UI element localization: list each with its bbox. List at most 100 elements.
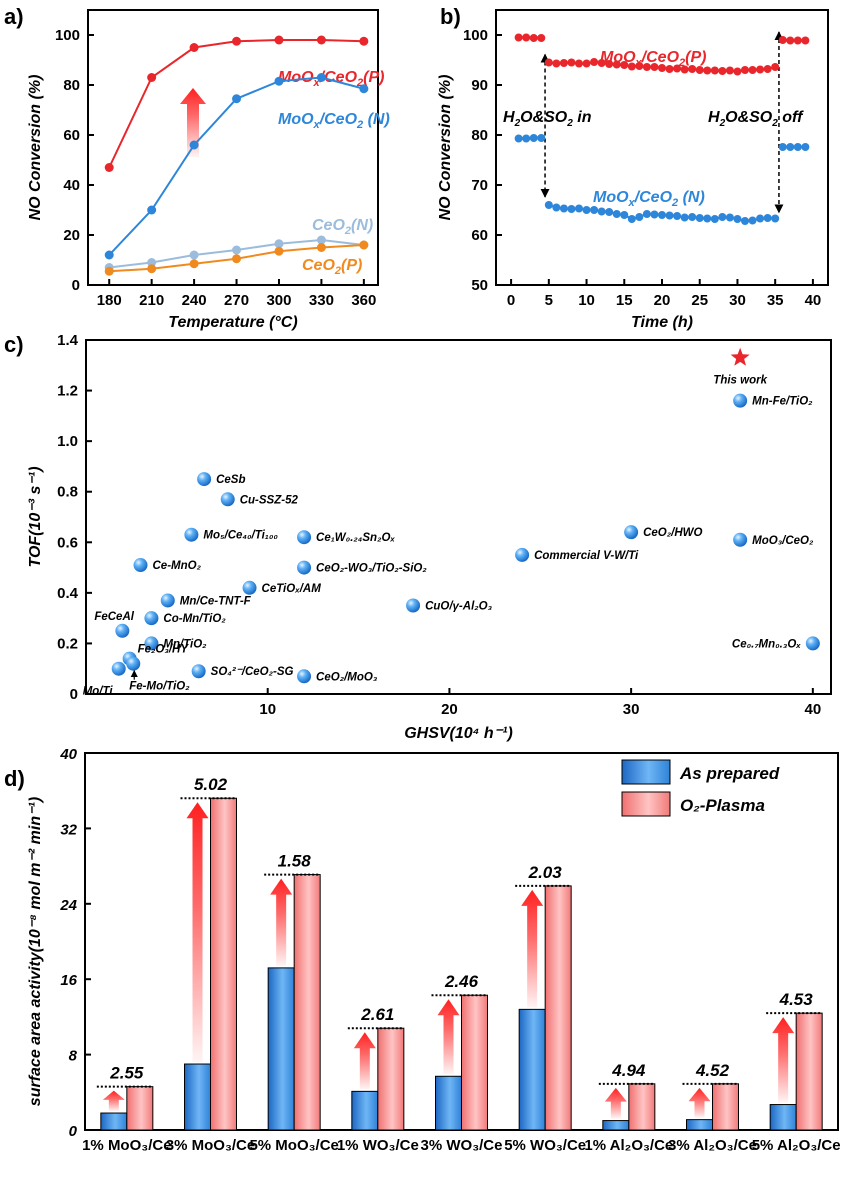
x-tick-label-b: 40 <box>805 292 822 309</box>
point-label-c: Fe-Mo/TiO₂ <box>129 681 190 693</box>
axes-frame-c <box>85 339 832 695</box>
data-point-b <box>537 34 546 42</box>
data-point-b <box>763 214 772 222</box>
bar-as-prepared-d <box>602 1120 630 1131</box>
bar-as-prepared-d <box>686 1119 713 1131</box>
data-point-a <box>274 76 284 86</box>
data-point-b <box>522 33 531 42</box>
data-point-a <box>104 266 114 276</box>
data-point-b <box>703 214 712 223</box>
bar-o2-plasma-d <box>210 797 237 1131</box>
legend-label-d: As prepared <box>679 764 780 783</box>
data-point-a <box>274 246 284 256</box>
scatter-point-c <box>126 656 141 671</box>
data-point-b <box>778 36 787 44</box>
data-point-b <box>710 66 719 75</box>
data-point-b <box>771 214 780 223</box>
data-point-a <box>189 259 199 269</box>
data-point-b <box>529 134 538 142</box>
y-tick-label-b: 70 <box>471 177 488 194</box>
point-label-c: CuO/γ-Al₂O₃ <box>425 601 493 613</box>
point-label-c: Mn/Ce-TNT-F <box>180 595 252 607</box>
y-tick-label-b: 90 <box>471 77 488 94</box>
data-point-b <box>673 212 682 220</box>
data-point-a <box>104 250 114 260</box>
bar-as-prepared-d <box>518 1008 546 1131</box>
x-tick-label-b: 10 <box>578 292 595 309</box>
ratio-label-d: 4.52 <box>695 1061 730 1080</box>
bar-as-prepared-d <box>184 1063 211 1131</box>
y-tick-label-b: 100 <box>463 27 488 44</box>
data-point-b <box>801 143 810 151</box>
scatter-point-c <box>111 661 126 676</box>
data-point-b <box>725 213 734 222</box>
data-point-a <box>316 73 326 82</box>
bar-o2-plasma-d <box>712 1083 739 1131</box>
point-label-c: CeO₂/HWO <box>643 527 702 539</box>
y-tick-label-d: 40 <box>59 746 77 763</box>
panel-label-a: a) <box>4 4 24 29</box>
y-axis-label-d: surface area activity(10⁻⁸ mol m⁻² min⁻¹… <box>27 797 44 1106</box>
y-tick-label-c: 1.4 <box>57 332 79 349</box>
data-point-b <box>590 58 599 66</box>
data-point-b <box>635 213 644 221</box>
data-point-a <box>359 240 369 250</box>
category-label-d: 1% Al₂O₃/Ce <box>584 1137 673 1154</box>
series-label-a: CeO2(P) <box>302 257 362 277</box>
scatter-point-c <box>160 593 175 608</box>
data-point-b <box>605 208 614 216</box>
y-tick-label-d: 24 <box>59 897 77 914</box>
data-point-b <box>718 213 727 221</box>
x-tick-label-b: 0 <box>507 292 515 309</box>
panel-label-b: b) <box>440 4 461 29</box>
y-tick-label-c: 0 <box>70 686 78 703</box>
x-axis-label-c: GHSV(10⁴ h⁻¹) <box>404 725 513 742</box>
point-label-c: Ce₁W₀.₂₄Sn₂Oₓ <box>316 532 395 544</box>
data-point-b <box>673 64 682 73</box>
x-tick-label-c: 40 <box>804 701 821 718</box>
data-point-a <box>189 140 199 150</box>
bar-o2-plasma-d <box>293 874 321 1131</box>
y-tick-label-c: 0.2 <box>57 635 78 652</box>
y-tick-label-c: 0.4 <box>57 585 79 602</box>
increase-arrow-d <box>186 802 209 1063</box>
point-label-c: Mn/TiO₂ <box>163 638 207 650</box>
scatter-point-c <box>191 664 206 679</box>
data-point-b <box>642 63 651 71</box>
y-tick-label-a: 80 <box>63 77 80 94</box>
legend-swatch-d <box>621 791 671 817</box>
data-point-a <box>147 73 157 82</box>
increase-arrow-d <box>604 1087 627 1119</box>
point-label-c: MoO₃/CeO₂ <box>752 535 814 547</box>
data-point-a <box>147 264 157 274</box>
data-point-a <box>316 235 326 245</box>
data-point-b <box>544 58 553 67</box>
x-tick-label-b: 30 <box>729 292 746 309</box>
data-point-b <box>658 211 666 219</box>
point-label-c: Ce₀.₇Mn₀.₃Oₓ <box>732 638 801 650</box>
scatter-point-c <box>133 558 148 573</box>
bar-as-prepared-d <box>351 1090 379 1131</box>
data-point-b <box>658 64 666 72</box>
data-point-b <box>763 65 772 73</box>
data-point-b <box>597 59 606 67</box>
data-point-b <box>695 66 704 74</box>
data-point-a <box>189 43 199 52</box>
x-tick-label-c: 20 <box>441 701 458 718</box>
bar-as-prepared-d <box>769 1104 797 1131</box>
bar-as-prepared-d <box>267 967 295 1131</box>
data-point-b <box>552 59 561 68</box>
data-point-a <box>316 243 326 252</box>
y-tick-label-c: 0.8 <box>57 484 78 501</box>
bar-o2-plasma-d <box>126 1086 154 1131</box>
data-point-b <box>522 134 531 143</box>
data-point-b <box>529 34 538 42</box>
improvement-arrow-a <box>180 88 206 157</box>
data-point-a <box>147 205 157 215</box>
data-point-b <box>582 206 591 214</box>
y-tick-label-a: 60 <box>63 127 80 144</box>
category-label-d: 5% WO₃/Ce <box>504 1137 586 1154</box>
x-tick-label-c: 10 <box>259 701 276 718</box>
ratio-label-d: 5.02 <box>194 775 228 794</box>
x-tick-label-a: 330 <box>309 292 334 309</box>
